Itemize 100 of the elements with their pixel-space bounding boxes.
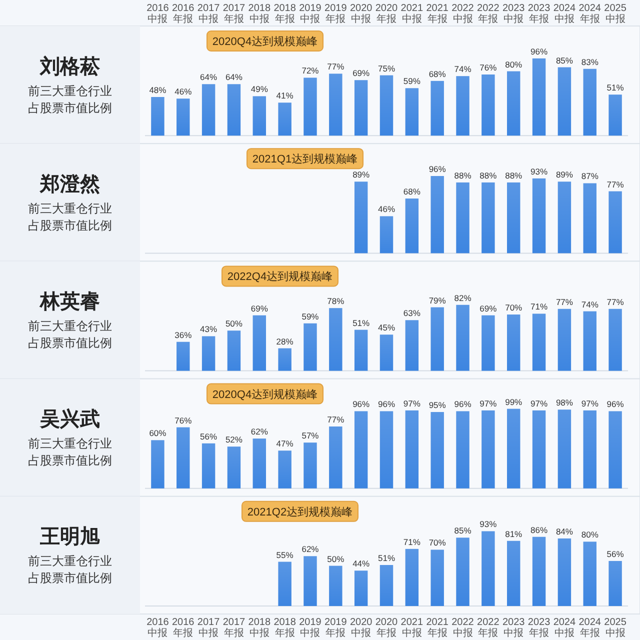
x-tick-label: 2019中报	[299, 617, 322, 639]
bar	[405, 410, 419, 488]
bar	[278, 450, 292, 488]
bar	[430, 80, 444, 136]
data-label: 78%	[327, 296, 345, 306]
data-label: 83%	[581, 56, 599, 67]
data-label: 87%	[581, 171, 599, 182]
bar	[380, 75, 394, 136]
text: 前三大重仓行业占股票市值比例	[28, 201, 112, 232]
bar	[354, 80, 368, 136]
data-label: 88%	[480, 170, 498, 180]
data-label: 69%	[352, 68, 370, 78]
x-tick-label: 2018中报	[248, 617, 271, 639]
bar	[252, 438, 266, 488]
bar	[608, 411, 622, 488]
x-tick-label: 2018中报	[248, 3, 271, 25]
data-label: 76%	[480, 62, 498, 72]
data-label: 93%	[480, 519, 498, 530]
x-tick-label: 2024年报	[578, 3, 602, 25]
text: 前三大重仓行业占股票市值比例	[28, 554, 112, 586]
x-tick-label: 2022中报	[452, 617, 474, 639]
bar	[304, 556, 317, 606]
data-label: 75%	[378, 63, 396, 74]
bar	[506, 540, 520, 606]
bar	[558, 182, 572, 254]
data-label: 56%	[200, 431, 218, 442]
bar	[227, 446, 241, 488]
bar	[456, 76, 470, 136]
data-label: 49%	[250, 84, 268, 94]
data-label: 70%	[505, 302, 523, 313]
data-label: 59%	[302, 311, 320, 322]
data-label: 51%	[606, 82, 624, 93]
bar	[482, 315, 495, 371]
data-label: 97%	[403, 398, 421, 408]
data-label: 84%	[556, 526, 574, 536]
bar	[430, 550, 444, 606]
bar	[202, 443, 216, 488]
data-label: 62%	[302, 544, 320, 554]
bar	[456, 304, 470, 371]
data-label: 47%	[276, 438, 294, 449]
x-tick-label: 2020年报	[375, 617, 398, 639]
data-label: 50%	[225, 318, 243, 329]
bar	[380, 411, 394, 488]
data-label: 28%	[276, 336, 294, 346]
chart-title: 郑澄然	[39, 173, 101, 196]
data-label: 46%	[378, 204, 396, 214]
chart-title: 林英睿	[39, 291, 100, 313]
data-label: 69%	[250, 303, 268, 314]
bar	[532, 410, 546, 488]
data-label: 96%	[378, 399, 396, 410]
x-tick-label: 2022年报	[477, 3, 500, 25]
bar	[558, 538, 572, 606]
data-label: 97%	[581, 398, 599, 408]
data-label: 74%	[581, 299, 599, 310]
data-label: 89%	[352, 170, 370, 180]
data-label: 96%	[530, 46, 548, 56]
bar	[608, 94, 622, 136]
x-tick-label: 2022中报	[452, 3, 474, 25]
x-tick-label: 2016年报	[172, 3, 195, 25]
data-label: 52%	[225, 434, 243, 445]
bar	[329, 566, 342, 606]
x-tick-label: 2017年报	[222, 3, 246, 25]
x-tick-label: 2025中报	[604, 3, 627, 25]
data-label: 70%	[428, 538, 446, 548]
bar	[583, 410, 596, 488]
x-tick-label: 2017年报	[222, 617, 246, 639]
chart-title: 刘格菘	[39, 54, 101, 78]
x-tick-label: 2017中报	[197, 617, 220, 639]
bar	[456, 411, 470, 488]
data-label: 72%	[302, 66, 320, 76]
data-label: 97%	[530, 398, 548, 408]
data-label: 36%	[174, 330, 192, 340]
bar	[202, 336, 216, 371]
bar	[532, 58, 546, 136]
bar	[405, 548, 419, 606]
x-tick-label: 2020中报	[350, 3, 373, 25]
data-label: 93%	[530, 166, 548, 176]
x-tick-label: 2024年报	[578, 617, 602, 639]
data-label: 71%	[530, 302, 548, 312]
bar	[278, 102, 292, 136]
data-label: 64%	[225, 72, 243, 82]
data-label: 45%	[378, 322, 396, 333]
text: 前三大重仓行业占股票市值比例	[28, 84, 112, 115]
data-label: 69%	[480, 303, 498, 314]
bar	[506, 408, 520, 488]
bar	[482, 182, 495, 254]
data-label: 96%	[352, 399, 370, 410]
bar	[176, 427, 190, 488]
data-label: 64%	[200, 72, 218, 82]
x-tick-label: 2020中报	[350, 617, 373, 639]
data-label: 77%	[556, 296, 574, 307]
x-tick-label: 2023中报	[502, 3, 526, 25]
bar	[252, 96, 266, 136]
bar	[405, 88, 419, 136]
x-tick-label: 2023年报	[528, 617, 551, 639]
bar	[354, 570, 368, 606]
bar	[583, 311, 596, 371]
data-label: 85%	[556, 55, 574, 66]
bar	[227, 84, 241, 136]
data-label: 85%	[454, 526, 472, 536]
